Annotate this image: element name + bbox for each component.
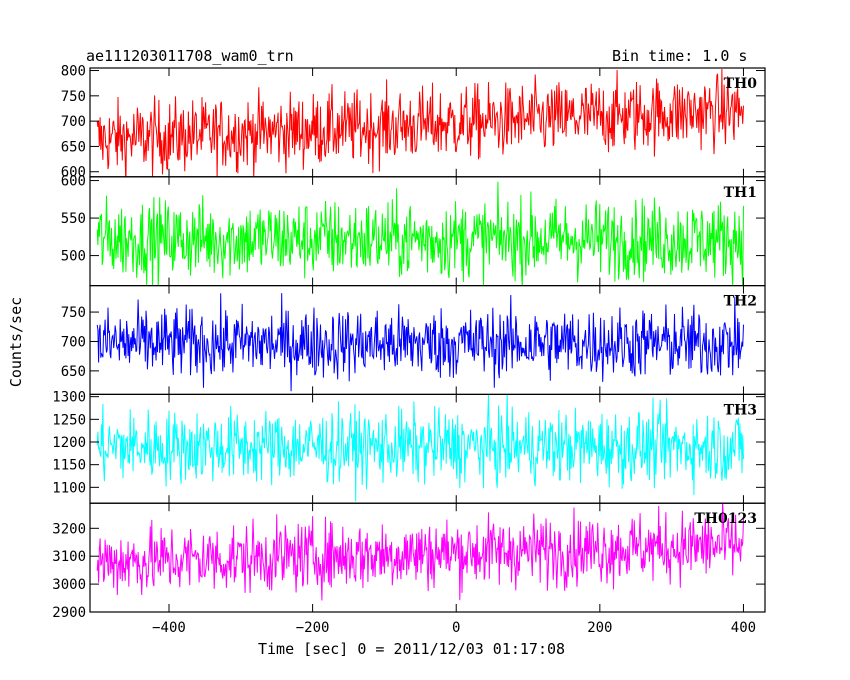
y-tick-label: 3200 xyxy=(52,521,86,537)
panel-frame-th0123 xyxy=(89,502,766,613)
y-tick-label: 600 xyxy=(61,165,86,181)
panel-label-th2: TH2 xyxy=(724,294,757,310)
x-axis-label: Time [sec] 0 = 2011/12/03 01:17:08 xyxy=(258,640,566,658)
x-tick-label: 200 xyxy=(587,620,612,636)
series-line-th2 xyxy=(96,293,744,392)
chart-title: ae111203011708_wam0_trn xyxy=(86,47,294,65)
y-tick-label: 3100 xyxy=(52,549,86,565)
y-tick-label: 800 xyxy=(61,64,86,80)
y-tick-label: 600 xyxy=(61,174,86,190)
series-line-th0123 xyxy=(96,503,744,601)
y-tick-label: 750 xyxy=(61,305,86,321)
y-tick-label: 1150 xyxy=(52,458,86,474)
x-tick-label: −400 xyxy=(152,620,186,636)
panel-label-th1: TH1 xyxy=(724,185,757,201)
y-tick-label: 1200 xyxy=(52,435,86,451)
y-tick-label: 3000 xyxy=(52,577,86,593)
y-tick-label: 700 xyxy=(61,114,86,130)
y-tick-label: 650 xyxy=(61,364,86,380)
y-tick-label: 550 xyxy=(61,211,86,227)
x-tick-label: −200 xyxy=(296,620,330,636)
y-tick-label: 500 xyxy=(61,249,86,265)
y-tick-label: 1300 xyxy=(52,390,86,406)
panel-label-th0: TH0 xyxy=(724,76,758,92)
y-tick-label: 2900 xyxy=(52,605,86,621)
y-tick-label: 1100 xyxy=(52,480,86,496)
x-tick-label: 400 xyxy=(731,620,756,636)
series-line-th3 xyxy=(96,394,744,502)
bin-time-label: Bin time: 1.0 s xyxy=(612,47,748,65)
y-axis-label: Counts/sec xyxy=(7,296,25,388)
y-tick-label: 1250 xyxy=(52,412,86,428)
series-line-th0 xyxy=(96,68,744,177)
panel-label-th0123: TH0123 xyxy=(694,511,757,527)
panel-label-th3: TH3 xyxy=(724,402,757,418)
series-line-th1 xyxy=(96,181,744,286)
x-tick-label: 0 xyxy=(452,620,460,636)
y-tick-label: 700 xyxy=(61,334,86,350)
y-tick-label: 650 xyxy=(61,139,86,155)
y-tick-label: 750 xyxy=(61,89,86,105)
